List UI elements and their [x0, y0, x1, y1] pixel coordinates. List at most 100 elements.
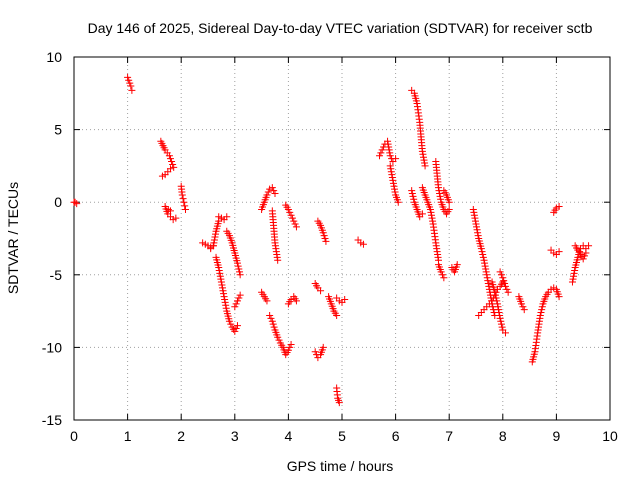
data-point-plus [386, 152, 394, 160]
data-point-plus [216, 272, 224, 280]
data-point-plus [311, 348, 319, 356]
x-tick-label: 5 [338, 428, 346, 444]
data-point-plus [453, 261, 461, 269]
data-point-plus [234, 262, 242, 270]
data-point-plus [172, 214, 180, 222]
data-point-plus [168, 158, 176, 166]
data-point-plus [504, 288, 512, 296]
data-point-plus [585, 242, 593, 250]
data-point-plus [536, 311, 544, 319]
data-point-plus [427, 208, 435, 216]
data-point-plus [270, 187, 278, 195]
data-point-plus [232, 325, 240, 333]
data-point-plus [389, 179, 397, 187]
data-point-plus [496, 268, 504, 276]
data-point-plus [274, 333, 282, 341]
data-point-plus [483, 274, 491, 282]
y-axis-label: SDTVAR / TECUs [5, 182, 21, 294]
data-point-plus [216, 269, 224, 277]
data-point-plus [579, 255, 587, 263]
data-point-plus [317, 287, 325, 295]
data-point-plus [263, 191, 271, 199]
x-tick-label: 3 [231, 428, 239, 444]
data-point-plus [126, 79, 134, 87]
data-point-plus [221, 298, 229, 306]
data-point-plus [217, 275, 225, 283]
data-point-plus [320, 232, 328, 240]
data-point-plus [178, 191, 186, 199]
data-point-plus [408, 187, 416, 195]
data-point-plus [385, 146, 393, 154]
data-point-plus [501, 282, 509, 290]
data-point-plus [428, 211, 436, 219]
data-point-plus [555, 203, 563, 211]
data-point-plus [479, 250, 487, 258]
data-point-plus [287, 211, 295, 219]
data-point-plus [179, 195, 187, 203]
data-point-plus [497, 271, 505, 279]
data-point-plus [409, 192, 417, 200]
data-point-plus [284, 346, 292, 354]
data-point-plus [581, 252, 589, 260]
data-point-plus [267, 314, 275, 322]
data-point-plus [292, 223, 300, 231]
data-point-plus [518, 300, 526, 308]
data-point-plus [479, 253, 487, 261]
data-point-plus [235, 268, 243, 276]
data-point-plus [219, 287, 227, 295]
data-point-plus [231, 303, 239, 311]
data-point-plus [420, 156, 428, 164]
data-point-plus [384, 140, 392, 148]
data-point-plus [217, 278, 225, 286]
data-point-plus [485, 282, 493, 290]
data-points [70, 73, 593, 407]
x-tick-label: 1 [124, 428, 132, 444]
data-point-plus [269, 320, 277, 328]
data-point-plus [445, 205, 453, 213]
data-point-plus [392, 155, 400, 163]
data-point-plus [471, 217, 479, 225]
data-point-plus [274, 256, 282, 264]
data-point-plus [270, 323, 278, 331]
x-tick-label: 0 [70, 428, 78, 444]
data-point-plus [127, 82, 135, 90]
x-tick-label: 9 [553, 428, 561, 444]
data-point-plus [233, 297, 241, 305]
data-point-plus [497, 320, 505, 328]
data-point-plus [232, 300, 240, 308]
data-point-plus [470, 211, 478, 219]
x-tick-label: 6 [392, 428, 400, 444]
x-tick-label: 7 [445, 428, 453, 444]
data-point-plus [391, 188, 399, 196]
data-point-plus [235, 265, 243, 273]
data-point-plus [436, 192, 444, 200]
data-point-plus [170, 163, 178, 171]
data-point-plus [212, 230, 220, 238]
data-point-plus [233, 259, 241, 267]
data-point-plus [437, 268, 445, 276]
data-point-plus [169, 160, 177, 168]
data-point-plus [266, 311, 274, 319]
data-point-plus [472, 220, 480, 228]
data-point-plus [386, 162, 394, 170]
data-point-plus [128, 86, 136, 94]
y-tick-label: -15 [42, 412, 62, 428]
data-point-plus [418, 147, 426, 155]
y-tick-label: 0 [54, 194, 62, 210]
data-point-plus [421, 159, 429, 167]
data-point-plus [235, 294, 243, 302]
data-point-plus [478, 248, 486, 256]
data-point-plus [418, 210, 426, 218]
data-point-plus [388, 174, 396, 182]
data-point-plus [570, 269, 578, 277]
data-point-plus [236, 271, 244, 279]
data-point-plus [335, 399, 343, 407]
data-point-plus [389, 176, 397, 184]
data-point-plus [220, 290, 228, 298]
data-point-plus [570, 272, 578, 280]
data-point-plus [436, 189, 444, 197]
data-point-plus [215, 266, 223, 274]
data-point-plus [292, 297, 300, 305]
data-point-plus [388, 171, 396, 179]
